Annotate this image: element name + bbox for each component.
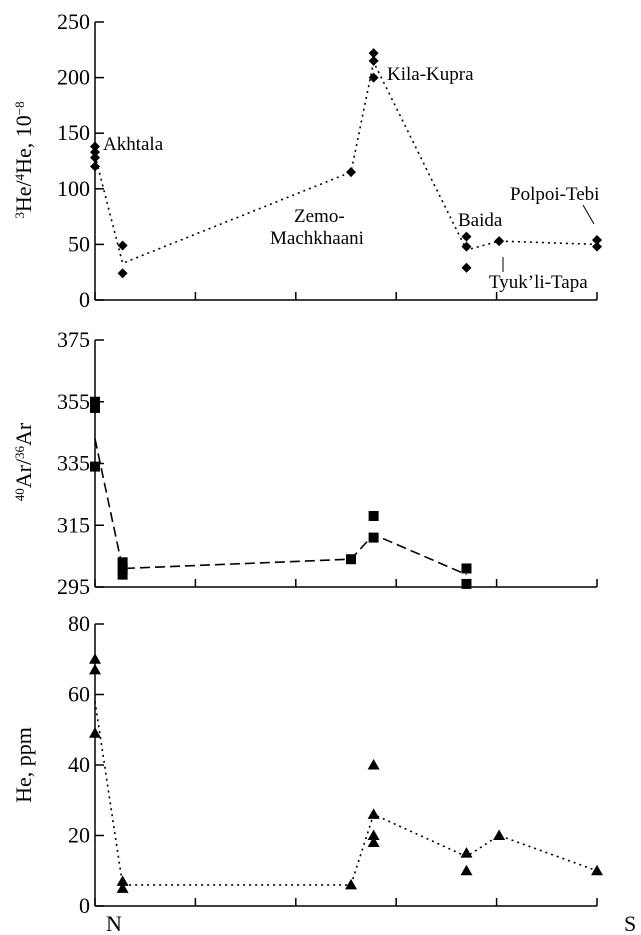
ylabel-sup1: 40	[12, 488, 27, 501]
x-axis-label-s: S	[624, 911, 636, 935]
data-point	[345, 878, 358, 890]
data-point	[494, 236, 505, 247]
plot-layer: 295 315 335 355 375	[57, 327, 598, 599]
data-point	[367, 808, 380, 819]
data-point	[367, 759, 380, 770]
data-point	[461, 231, 472, 242]
label-akhtala: Akhtala	[103, 134, 164, 155]
data-point	[367, 829, 380, 840]
data-point	[367, 836, 380, 848]
leader-polpoi-tebi	[582, 204, 595, 225]
label-kila-kupra: Kila-Kupra	[387, 64, 474, 85]
y-tick-label: 20	[68, 823, 90, 848]
y-axis-title: He, ppm	[11, 727, 36, 803]
plot-layer: 0 50 100 150 200 250	[57, 9, 602, 312]
helium-concentration-panel: He, ppm 0 20 40 60 80	[11, 611, 603, 918]
data-point	[592, 234, 602, 245]
argon-isotope-ratio-panel: 40Ar/36Ar 295 315 335 355 375	[11, 327, 598, 599]
data-point	[460, 864, 473, 876]
data-point	[346, 554, 357, 565]
data-point	[592, 241, 602, 252]
data-point	[90, 461, 100, 472]
trend-line	[94, 438, 467, 576]
y-tick-label: 250	[57, 9, 90, 34]
ylabel-part-a: Ar/	[11, 458, 36, 488]
data-point	[461, 563, 472, 574]
ylabel-part-b: He, 10	[11, 115, 36, 174]
label-zemo-machkhaani-line2: Machkhaani	[270, 228, 364, 249]
data-point	[368, 72, 379, 83]
y-tick-label: 0	[79, 893, 90, 918]
y-tick-label: 355	[57, 389, 90, 414]
y-tick-label: 60	[68, 682, 90, 707]
trend-line	[94, 701, 598, 886]
y-tick-label: 335	[57, 451, 90, 476]
x-axis-label-n: N	[106, 911, 122, 935]
data-point	[368, 48, 379, 59]
ylabel-part-a: He/	[11, 179, 36, 212]
data-point	[117, 557, 128, 568]
ylabel-sup3: −8	[12, 101, 27, 115]
label-tyukli-tapa: Tyuk’li-Tapa	[489, 272, 588, 293]
data-point	[368, 510, 379, 521]
data-point	[90, 161, 100, 172]
data-point	[90, 147, 100, 158]
y-tick-label: 150	[57, 120, 90, 145]
data-point	[117, 563, 128, 574]
data-point	[461, 241, 472, 252]
data-point	[117, 268, 128, 279]
label-zemo-machkhaani-line1: Zemo-	[294, 206, 345, 227]
data-point	[90, 152, 100, 163]
data-point	[89, 727, 101, 738]
helium-isotope-ratio-panel: 3He/4He, 10−8 0 50 100 150 200 250 Akhtala Ki…	[11, 9, 602, 312]
ylabel-sup1: 3	[12, 212, 27, 219]
data-point	[117, 569, 128, 580]
data-point	[90, 402, 100, 413]
y-axis-title: 40Ar/36Ar	[11, 422, 36, 501]
ylabel-part-b: Ar	[11, 422, 36, 446]
data-point	[346, 167, 357, 178]
y-tick-label: 80	[68, 611, 90, 636]
data-point	[89, 653, 101, 664]
y-tick-label: 0	[79, 287, 90, 312]
data-point	[460, 847, 473, 858]
y-tick-label: 375	[57, 327, 90, 352]
data-point	[368, 532, 379, 543]
data-point	[116, 882, 129, 893]
label-baida: Baida	[458, 210, 503, 231]
plot-layer: 0 20 40 60 80	[68, 611, 603, 918]
data-point	[116, 875, 129, 886]
y-tick-label: 50	[68, 231, 90, 256]
data-point	[117, 240, 128, 251]
y-tick-label: 40	[68, 752, 90, 777]
data-point	[591, 864, 603, 876]
y-axis-title: 3He/4He, 10−8	[11, 101, 36, 218]
ylabel-sup2: 36	[12, 445, 27, 459]
data-point	[493, 829, 506, 840]
data-point	[461, 262, 472, 273]
y-tick-label: 295	[57, 574, 90, 599]
data-point	[90, 141, 100, 152]
ylabel-sup2: 4	[12, 173, 27, 180]
y-tick-label: 315	[57, 512, 90, 537]
data-point	[368, 55, 379, 66]
data-point	[461, 578, 472, 589]
data-point	[89, 663, 101, 675]
y-tick-label: 100	[57, 176, 90, 201]
y-tick-label: 200	[57, 65, 90, 90]
label-polpoi-tebi: Polpoi-Tebi	[510, 184, 599, 205]
data-point	[90, 396, 100, 407]
